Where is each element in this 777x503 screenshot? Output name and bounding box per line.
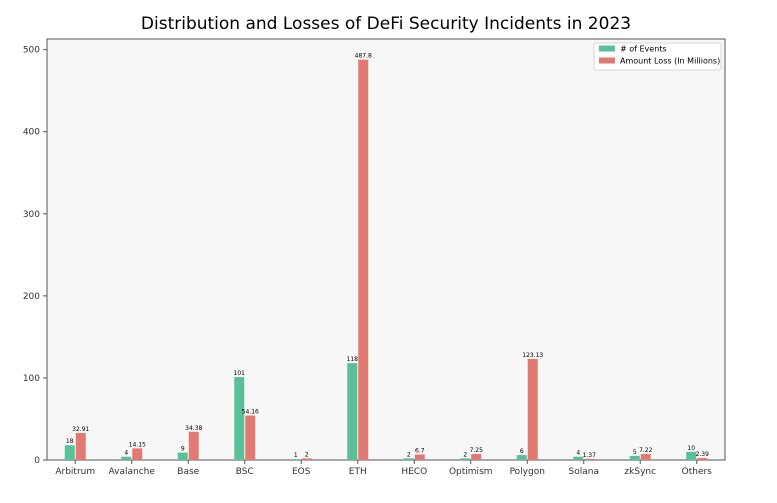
bar-loss	[527, 358, 538, 460]
data-label-loss: 2	[305, 451, 309, 458]
data-label-events: 101	[234, 370, 246, 377]
bar-loss	[75, 432, 86, 460]
x-tick-label: zkSync	[624, 467, 656, 477]
y-tick-label: 100	[23, 374, 40, 384]
data-label-events: 1	[294, 452, 298, 459]
data-label-loss: 2.39	[696, 451, 710, 458]
data-label-events: 10	[687, 445, 695, 452]
legend-label-loss: Amount Loss (In Millions)	[620, 57, 720, 66]
x-tick-label: BSC	[236, 467, 254, 477]
x-tick-label: Polygon	[510, 467, 545, 477]
bar-loss	[301, 458, 312, 460]
legend-swatch-loss	[599, 57, 615, 64]
x-tick-label: Optimism	[449, 467, 493, 477]
legend-box	[593, 42, 722, 71]
legend: # of Events Amount Loss (In Millions)	[593, 42, 722, 71]
legend-swatch-events	[599, 45, 615, 52]
bar-loss	[640, 454, 651, 460]
data-label-loss: 14.15	[129, 441, 146, 448]
data-label-loss: 32.91	[72, 426, 89, 433]
data-label-loss: 487.8	[355, 53, 372, 60]
bar-events	[629, 455, 640, 460]
bar-loss	[188, 431, 199, 460]
bar-events	[64, 445, 75, 460]
data-label-loss: 7.22	[639, 447, 653, 454]
x-tick-label: EOS	[292, 467, 311, 477]
bar-loss	[245, 415, 256, 460]
data-label-events: 9	[181, 446, 185, 453]
bar-events	[573, 456, 584, 460]
x-tick-label: Arbitrum	[55, 467, 95, 477]
bar-loss	[471, 454, 482, 460]
y-axis: 0 100 200 300 400 500	[23, 46, 47, 466]
data-label-events: 5	[633, 449, 637, 456]
bar-loss	[414, 454, 425, 460]
bar-loss	[132, 448, 143, 460]
data-label-loss: 6.7	[415, 448, 425, 455]
bar-events	[460, 458, 471, 460]
data-label-events: 6	[520, 448, 524, 455]
plot-area	[46, 38, 726, 461]
bar-events	[234, 377, 245, 460]
x-axis: Arbitrum Avalanche Base BSC EOS ETH HECO Optimi…	[55, 460, 712, 477]
x-tick-label: Avalanche	[109, 467, 156, 477]
data-label-events: 118	[347, 356, 359, 363]
bar-events	[686, 451, 697, 460]
y-tick-label: 0	[34, 456, 40, 466]
data-label-loss: 1.37	[583, 452, 597, 459]
x-tick-label: Others	[682, 467, 713, 477]
bar-events	[516, 455, 527, 460]
data-label-events: 4	[576, 450, 580, 457]
bar-events	[347, 363, 358, 460]
data-label-loss: 7.25	[470, 447, 484, 454]
chart-title: Distribution and Losses of DeFi Security…	[141, 14, 631, 34]
bar-loss	[697, 458, 708, 460]
x-tick-label: HECO	[401, 467, 427, 477]
bar-loss	[584, 458, 595, 460]
bar-events	[403, 458, 414, 460]
data-label-events: 18	[66, 438, 74, 445]
x-tick-label: ETH	[349, 467, 367, 477]
x-tick-label: Base	[177, 467, 199, 477]
data-label-loss: 123.13	[522, 352, 543, 359]
data-label-events: 2	[463, 451, 467, 458]
data-label-events: 2	[407, 451, 411, 458]
x-tick-label: Solana	[569, 467, 599, 477]
data-label-events: 4	[124, 450, 128, 457]
data-label-loss: 54.16	[242, 409, 259, 416]
legend-label-events: # of Events	[620, 45, 667, 54]
y-tick-label: 200	[23, 292, 40, 302]
bar-loss	[358, 59, 369, 461]
bar-events	[177, 452, 188, 460]
data-label-loss: 34.38	[185, 425, 202, 432]
y-tick-label: 500	[23, 46, 40, 56]
y-tick-label: 300	[23, 210, 40, 220]
bar-events	[121, 456, 132, 460]
y-tick-label: 400	[23, 128, 40, 138]
bar-events	[290, 459, 301, 460]
